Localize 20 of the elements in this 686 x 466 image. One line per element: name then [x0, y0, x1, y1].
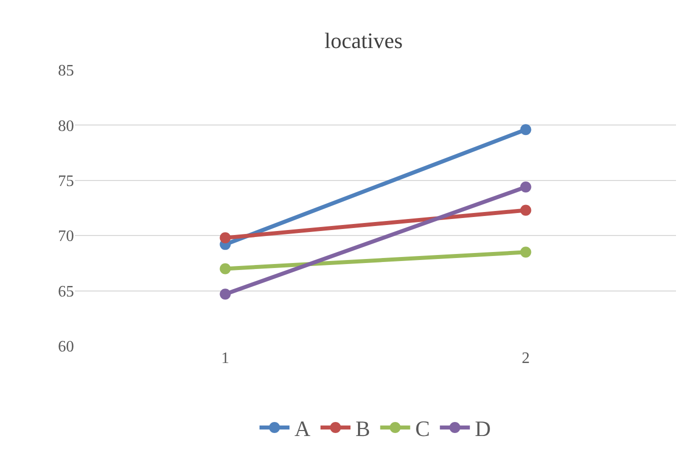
legend-label: B [356, 416, 370, 442]
point [520, 204, 532, 216]
point [220, 232, 231, 244]
y-tick-label: 65 [58, 283, 74, 300]
legend-label: C [415, 416, 430, 442]
point [220, 288, 231, 300]
y-tick-label: 60 [58, 338, 74, 356]
legend-label: A [294, 416, 310, 442]
chart-title: locatives [324, 28, 403, 54]
point [220, 263, 231, 274]
x-tick-label: 1 [221, 350, 230, 367]
point [520, 182, 532, 193]
y-tick-label: 85 [58, 62, 74, 80]
y-tick-label: 80 [58, 118, 74, 135]
y-tick-label: 75 [58, 173, 74, 190]
y-tick-label: 70 [58, 228, 74, 246]
legend-label: D [474, 416, 491, 442]
x-tick-label: 2 [522, 350, 530, 367]
point [520, 124, 532, 136]
point [520, 246, 532, 258]
